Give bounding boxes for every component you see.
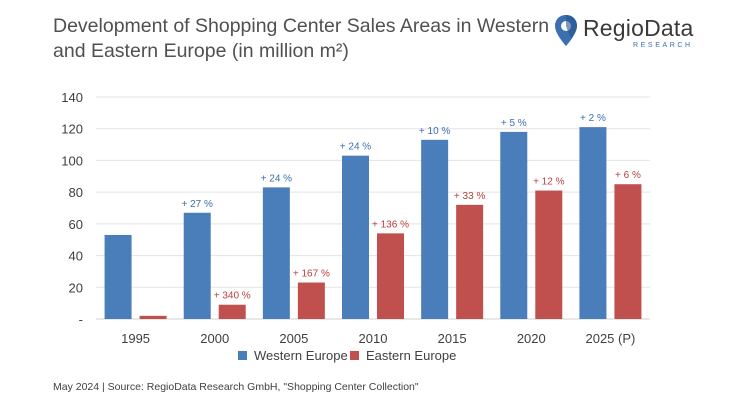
legend-label: Western Europe	[254, 348, 348, 363]
source-footer: May 2024 | Source: RegioData Research Gm…	[53, 381, 419, 393]
data-label: + 340 %	[214, 291, 251, 302]
bar-eastern	[377, 233, 404, 319]
chart-title: Development of Shopping Center Sales Are…	[53, 15, 550, 62]
y-tick-label: 40	[69, 249, 83, 264]
data-label: + 24 %	[340, 142, 372, 153]
x-tick-label: 2015	[438, 331, 467, 346]
data-label: + 6 %	[615, 170, 641, 181]
bar-western	[183, 212, 211, 319]
x-tick-label: 2020	[517, 331, 546, 346]
y-tick-label: -	[79, 312, 83, 327]
x-tick-label: 2025 (P)	[585, 331, 635, 346]
bar-eastern	[456, 204, 484, 319]
y-tick-label: 60	[69, 217, 83, 232]
y-tick-label: 140	[61, 90, 83, 105]
bar-western	[500, 131, 528, 319]
logo-subtitle: RESEARCH	[633, 42, 693, 49]
bar-eastern	[535, 190, 563, 319]
data-label: + 33 %	[454, 191, 486, 202]
location-pin-icon	[555, 15, 577, 46]
legend-swatch	[238, 351, 247, 360]
bar-eastern	[297, 282, 325, 319]
y-tick-label: 120	[61, 122, 83, 137]
data-label: + 167 %	[293, 269, 330, 280]
y-tick-label: 20	[69, 280, 83, 295]
data-label: + 27 %	[182, 199, 214, 210]
data-label: + 136 %	[372, 219, 409, 230]
x-tick-label: 2010	[359, 331, 388, 346]
legend-swatch	[350, 351, 359, 360]
data-label: + 2 %	[580, 113, 606, 124]
bar-western	[342, 155, 369, 319]
bar-western	[579, 127, 607, 319]
bar-eastern	[614, 184, 642, 319]
bar-eastern	[139, 315, 167, 319]
data-label: + 10 %	[419, 126, 451, 137]
y-tick-label: 80	[69, 185, 83, 200]
bar-western	[421, 139, 449, 319]
x-tick-label: 2005	[279, 331, 308, 346]
bar-western	[104, 234, 132, 319]
y-tick-label: 100	[61, 153, 83, 168]
regiodata-logo: RegioData RESEARCH	[553, 12, 713, 52]
bar-western	[262, 187, 290, 319]
logo-name: RegioData	[583, 15, 694, 41]
x-tick-label: 1995	[121, 331, 150, 346]
x-tick-label: 2000	[200, 331, 229, 346]
data-label: + 12 %	[533, 177, 565, 188]
data-label: + 24 %	[261, 173, 293, 184]
legend-label: Eastern Europe	[366, 348, 456, 363]
bar-eastern	[218, 304, 246, 319]
data-label: + 5 %	[501, 118, 527, 129]
